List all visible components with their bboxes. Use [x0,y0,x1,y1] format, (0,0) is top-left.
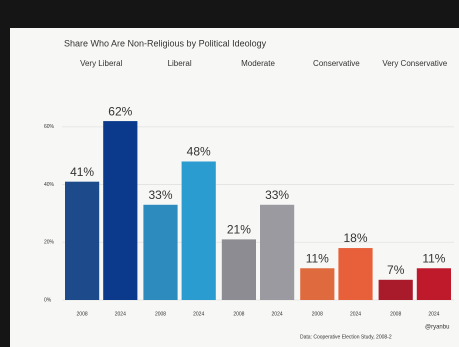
value-label: 33% [148,188,172,202]
y-tick-label: 20% [44,240,55,246]
bar [181,161,216,300]
x-tick-label: 2024 [350,311,361,317]
y-tick-label: 60% [44,124,55,130]
bar [221,239,256,300]
x-tick-label: 2008 [233,311,244,317]
bar [65,181,100,300]
panel-label: Conservative [313,59,360,68]
bar [260,204,295,300]
bar [300,268,335,300]
panel-label: Liberal [168,59,192,68]
value-label: 33% [265,188,289,202]
panel-label: Very Conservative [382,59,447,68]
x-tick-label: 2008 [155,311,166,317]
x-tick-label: 2024 [115,311,126,317]
value-label: 48% [187,145,211,159]
bar [378,279,413,300]
bar [416,268,451,300]
value-label: 11% [306,251,329,265]
value-label: 11% [422,251,445,265]
x-tick-label: 2024 [272,311,283,317]
x-tick-label: 2024 [428,311,439,317]
y-tick-label: 40% [44,182,55,188]
x-tick-label: 2024 [193,311,204,317]
value-label: 7% [387,263,405,277]
x-tick-label: 2008 [77,311,88,317]
bar [103,121,138,300]
value-label: 62% [108,104,132,118]
value-label: 41% [70,165,94,179]
source-note: Data: Cooperative Election Study, 2008-2 [300,334,392,340]
value-label: 21% [227,223,251,237]
credit: @ryanbu [425,325,449,331]
panel-label: Very Liberal [80,59,122,68]
bar [338,248,373,300]
bar [143,204,178,300]
y-tick-label: 0% [44,297,52,303]
x-tick-label: 2008 [312,311,323,317]
chart-title: Share Who Are Non-Religious by Political… [64,38,267,48]
panel-label: Moderate [241,59,275,68]
value-label: 18% [343,231,367,245]
x-tick-label: 2008 [390,311,401,317]
